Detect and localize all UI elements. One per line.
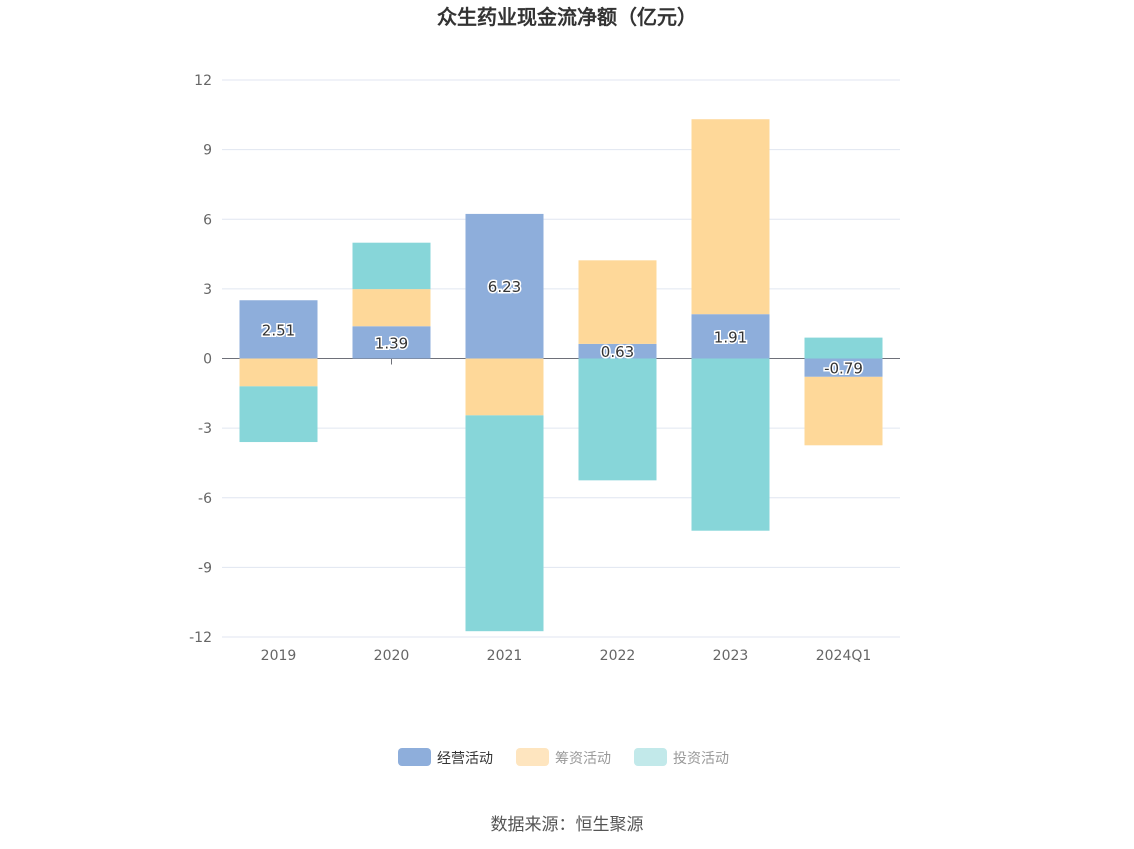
legend-swatch — [398, 748, 431, 766]
x-tick-label: 2022 — [600, 648, 636, 664]
bar-筹资活动-2023[interactable] — [691, 119, 770, 315]
legend[interactable]: 经营活动 筹资活动 投资活动 — [398, 748, 729, 767]
x-tick-label: 2019 — [261, 648, 297, 664]
y-tick-label: -6 — [198, 491, 212, 507]
bar-投资活动-2019[interactable] — [239, 386, 318, 443]
bar-经营活动-2023[interactable] — [691, 314, 770, 359]
grid-layer: 12 9 6 3 0 -3 -6 -9 -12 — [189, 73, 900, 646]
x-tick-label: 2021 — [487, 648, 523, 664]
bar-layer — [239, 119, 883, 632]
bar-筹资活动-2020[interactable] — [352, 289, 431, 327]
bar-经营活动-2024Q1[interactable] — [804, 358, 883, 377]
y-tick-label: -12 — [189, 630, 212, 646]
legend-item-经营活动[interactable]: 经营活动 — [398, 748, 493, 767]
x-tick-label: 2020 — [374, 648, 410, 664]
bar-value-label: 0.63 — [601, 343, 634, 361]
legend-item-筹资活动[interactable]: 筹资活动 — [516, 748, 611, 767]
bar-投资活动-2023[interactable] — [691, 358, 770, 531]
x-tick-label: 2024Q1 — [816, 648, 872, 664]
bar-筹资活动-2022[interactable] — [578, 260, 657, 344]
bar-筹资活动-2021[interactable] — [465, 358, 544, 416]
legend-swatch — [516, 748, 549, 766]
legend-label: 经营活动 — [437, 751, 493, 767]
bar-经营活动-2020[interactable] — [352, 326, 431, 359]
bar-筹资活动-2024Q1[interactable] — [804, 376, 883, 446]
bar-value-label: 1.91 — [714, 328, 747, 346]
y-tick-label: -9 — [198, 560, 212, 576]
label-layer: 2.51 1.39 6.23 0.63 1.91 -0.79 — [260, 277, 864, 379]
y-tick-label: 12 — [194, 73, 212, 89]
y-tick-label: 6 — [203, 212, 212, 228]
bar-value-label: 2.51 — [262, 321, 295, 339]
legend-item-投资活动[interactable]: 投资活动 — [634, 748, 729, 767]
bar-经营活动-2021[interactable] — [465, 213, 544, 359]
y-tick-label: -3 — [198, 421, 212, 437]
x-axis: 2019 2020 2021 2022 2023 2024Q1 — [261, 358, 872, 664]
bar-投资活动-2024Q1[interactable] — [804, 337, 883, 359]
bar-投资活动-2020[interactable] — [352, 242, 431, 290]
data-source: 数据来源：恒生聚源 — [491, 815, 644, 835]
y-tick-label: 0 — [203, 352, 212, 368]
chart-title: 众生药业现金流净额（亿元） — [437, 5, 697, 29]
legend-label: 投资活动 — [673, 751, 729, 767]
bar-经营活动-2019[interactable] — [239, 300, 318, 359]
bar-value-label: 1.39 — [375, 334, 408, 352]
y-tick-label: 3 — [203, 282, 212, 298]
bar-value-label: -0.79 — [824, 360, 863, 378]
bar-value-label: 6.23 — [488, 278, 521, 296]
legend-label: 筹资活动 — [555, 750, 611, 767]
bar-投资活动-2021[interactable] — [465, 415, 544, 632]
bar-经营活动-2022[interactable] — [578, 343, 657, 359]
y-tick-label: 9 — [203, 143, 212, 159]
legend-swatch — [634, 748, 667, 766]
bar-投资活动-2022[interactable] — [578, 358, 657, 481]
bar-筹资活动-2019[interactable] — [239, 358, 318, 387]
x-tick-label: 2023 — [713, 648, 749, 664]
